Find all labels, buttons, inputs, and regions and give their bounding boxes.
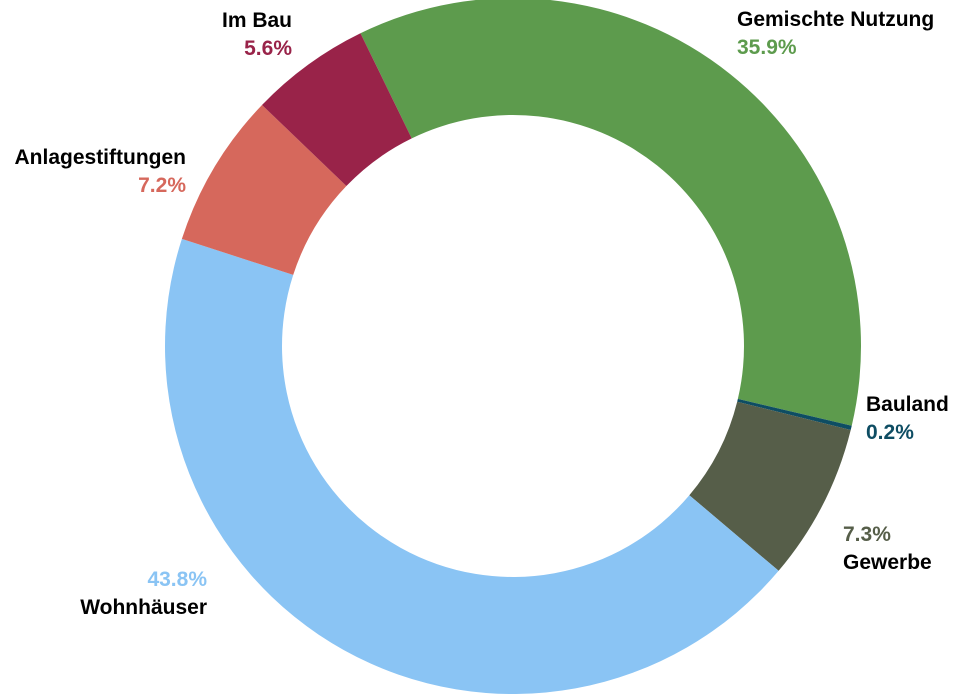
- donut-segment-wohnh-user: [164, 238, 779, 694]
- donut-segment-gemischte-nutzung: [360, 0, 861, 426]
- label-anlagestiftungen: Anlagestiftungen 7.2%: [15, 144, 187, 200]
- segment-percent-anlagestiftungen: 7.2%: [138, 174, 186, 197]
- donut-segment-im-bau: [262, 33, 412, 186]
- segment-name-anlagestiftungen: Anlagestiftungen: [14, 146, 187, 169]
- label-bauland: Bauland 0.2%: [866, 391, 949, 447]
- segment-percent-bauland: 0.2%: [866, 421, 914, 444]
- donut-segment-anlagestiftungen: [181, 104, 347, 275]
- segment-name-bauland: Bauland: [866, 393, 949, 416]
- label-gewerbe: 7.3% Gewerbe: [843, 521, 932, 577]
- label-gemischte-nutzung: Gemischte Nutzung 35.9%: [737, 6, 934, 62]
- segment-name-gewerbe: Gewerbe: [843, 551, 932, 574]
- label-im-bau: Im Bau 5.6%: [222, 7, 292, 63]
- segment-percent-wohnhaeuser: 43.8%: [147, 568, 207, 591]
- donut-segment-gewerbe: [689, 401, 851, 571]
- label-wohnhaeuser: 43.8% Wohnhäuser: [80, 566, 207, 622]
- segment-name-wohnhaeuser: Wohnhäuser: [80, 596, 207, 619]
- segment-percent-gewerbe: 7.3%: [843, 523, 891, 546]
- segment-percent-im-bau: 5.6%: [244, 37, 292, 60]
- donut-segment-bauland: [737, 398, 852, 430]
- segment-percent-gemischte-nutzung: 35.9%: [737, 36, 797, 59]
- segment-name-im-bau: Im Bau: [221, 9, 292, 32]
- segment-name-gemischte-nutzung: Gemischte Nutzung: [737, 8, 935, 31]
